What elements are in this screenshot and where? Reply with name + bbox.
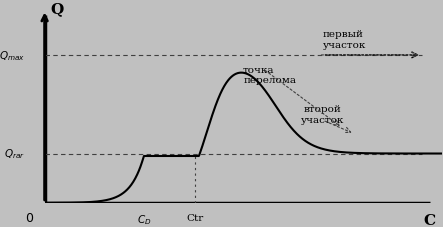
Text: Ctr: Ctr [187, 213, 204, 222]
Text: точка
перелома: точка перелома [243, 66, 296, 85]
Text: $C_D$: $C_D$ [136, 213, 151, 227]
Text: второй
участок: второй участок [301, 105, 344, 124]
Text: C: C [424, 213, 436, 227]
Text: $Q_{max}$: $Q_{max}$ [0, 49, 25, 63]
Text: 0: 0 [25, 211, 33, 224]
Text: Q: Q [50, 2, 63, 16]
Text: первый
участок: первый участок [323, 30, 366, 50]
Text: $Q_{rar}$: $Q_{rar}$ [4, 147, 25, 161]
